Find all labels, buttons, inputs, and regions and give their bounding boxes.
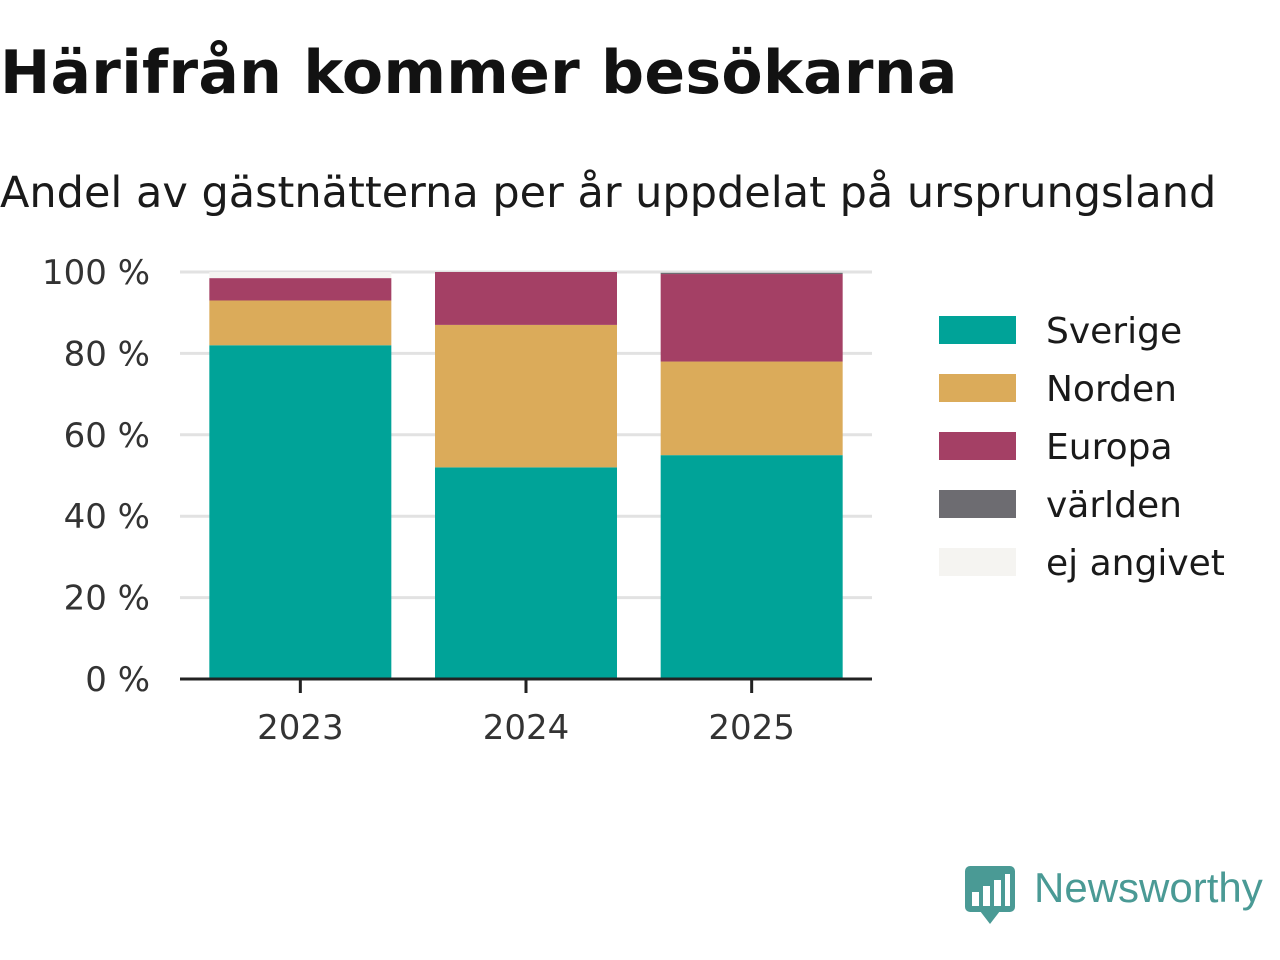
legend-swatch: [939, 432, 1016, 460]
legend-swatch: [939, 548, 1016, 576]
legend-swatch: [939, 316, 1016, 344]
y-tick-label: 0 %: [85, 660, 150, 700]
chart-title: Härifrån kommer besökarna: [0, 38, 958, 108]
bar-segment: [209, 300, 392, 346]
legend-label: Sverige: [1046, 311, 1182, 352]
bar-segment: [209, 278, 392, 301]
legend-swatch: [939, 374, 1016, 402]
stacked-bar-chart: 0 % 20 % 40 % 60 % 80 % 100 % 2023 2024 2025 Sv…: [42, 253, 1225, 748]
x-tick-label: 2025: [708, 708, 795, 748]
legend-label: Europa: [1046, 427, 1173, 468]
legend-label: Norden: [1046, 369, 1177, 410]
x-axis: 2023 2024 2025: [180, 677, 872, 748]
y-tick-label: 80 %: [64, 334, 150, 374]
brand-name: Newsworthy: [1034, 864, 1263, 911]
bar-segment: [660, 274, 843, 362]
newsworthy-logo: Newsworthy: [962, 862, 1278, 928]
y-axis-ticks: 0 % 20 % 40 % 60 % 80 % 100 %: [42, 253, 150, 700]
bar-segment: [435, 324, 617, 468]
legend: Sverige Norden Europa världen ej angivet: [939, 311, 1225, 584]
bar-segment: [435, 272, 617, 325]
chart-subtitle: Andel av gästnätterna per år uppdelat på…: [0, 168, 1217, 218]
bar-segment: [660, 361, 843, 456]
y-tick-label: 40 %: [64, 497, 150, 537]
bar-segment: [435, 467, 617, 679]
newsworthy-logo-icon: [965, 866, 1015, 924]
bar-segment: [660, 455, 843, 679]
x-tick-label: 2024: [483, 708, 570, 748]
bar-segment: [209, 272, 392, 279]
y-tick-label: 20 %: [64, 579, 150, 619]
y-tick-label: 100 %: [42, 253, 150, 293]
legend-label: världen: [1046, 485, 1182, 526]
y-tick-label: 60 %: [64, 416, 150, 456]
bar-segment: [209, 345, 392, 679]
x-tick-label: 2023: [257, 708, 344, 748]
legend-label: ej angivet: [1046, 543, 1225, 584]
bar-segment: [660, 272, 843, 275]
bars: [209, 272, 843, 679]
legend-swatch: [939, 490, 1016, 518]
